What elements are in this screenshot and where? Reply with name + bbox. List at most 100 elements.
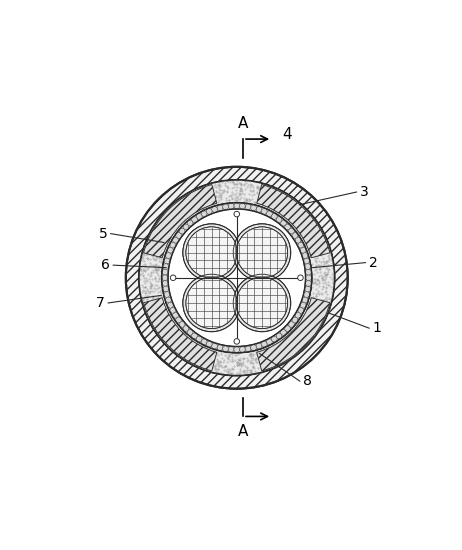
Circle shape <box>240 346 245 352</box>
Circle shape <box>245 346 251 351</box>
Circle shape <box>289 228 294 234</box>
Circle shape <box>295 312 301 318</box>
Circle shape <box>212 343 218 349</box>
Circle shape <box>304 258 310 264</box>
Circle shape <box>168 248 173 253</box>
Text: 6: 6 <box>101 258 110 272</box>
Text: 4: 4 <box>282 126 292 141</box>
Circle shape <box>207 208 212 214</box>
Circle shape <box>217 205 223 211</box>
Circle shape <box>305 270 311 275</box>
Wedge shape <box>257 185 330 258</box>
Circle shape <box>280 329 286 336</box>
Circle shape <box>187 329 193 336</box>
Circle shape <box>302 297 308 303</box>
Circle shape <box>298 307 304 313</box>
Circle shape <box>267 211 272 217</box>
Circle shape <box>187 220 193 226</box>
Circle shape <box>272 213 277 219</box>
Circle shape <box>170 243 176 248</box>
Circle shape <box>212 207 218 212</box>
Circle shape <box>261 342 267 347</box>
Circle shape <box>228 204 234 209</box>
Circle shape <box>179 322 185 327</box>
Circle shape <box>272 336 277 342</box>
Circle shape <box>276 217 282 222</box>
Circle shape <box>256 207 262 212</box>
Circle shape <box>305 263 310 270</box>
Circle shape <box>234 203 240 208</box>
Circle shape <box>163 263 169 270</box>
Circle shape <box>298 275 303 280</box>
Circle shape <box>170 275 176 280</box>
Circle shape <box>240 204 245 209</box>
Text: 3: 3 <box>360 185 369 199</box>
Circle shape <box>280 220 286 226</box>
Circle shape <box>251 205 256 211</box>
Circle shape <box>165 252 171 258</box>
Wedge shape <box>257 298 330 371</box>
Text: 1: 1 <box>372 321 381 335</box>
Circle shape <box>292 317 298 323</box>
Text: 8: 8 <box>303 374 312 388</box>
Circle shape <box>223 204 228 210</box>
Circle shape <box>186 277 237 328</box>
Circle shape <box>251 345 256 350</box>
Circle shape <box>300 248 306 253</box>
Circle shape <box>201 211 207 217</box>
Circle shape <box>196 336 202 342</box>
Circle shape <box>228 346 234 352</box>
Circle shape <box>168 302 173 308</box>
Circle shape <box>217 345 223 350</box>
Circle shape <box>292 233 298 238</box>
Circle shape <box>176 317 182 323</box>
Circle shape <box>201 339 207 345</box>
Circle shape <box>234 211 240 217</box>
Circle shape <box>163 286 169 292</box>
Circle shape <box>183 326 189 332</box>
Wedge shape <box>144 185 217 258</box>
Text: A: A <box>238 424 248 439</box>
Circle shape <box>176 233 182 238</box>
Circle shape <box>162 275 168 280</box>
Circle shape <box>237 277 287 328</box>
Circle shape <box>223 346 228 351</box>
Circle shape <box>192 333 197 339</box>
Circle shape <box>305 280 311 286</box>
Text: A: A <box>238 117 248 131</box>
Circle shape <box>285 326 291 332</box>
Circle shape <box>183 224 189 230</box>
Circle shape <box>165 297 171 303</box>
Circle shape <box>302 252 308 258</box>
Text: 2: 2 <box>369 256 377 270</box>
Circle shape <box>267 339 272 345</box>
Text: 5: 5 <box>99 227 108 240</box>
Circle shape <box>179 228 185 234</box>
Circle shape <box>186 227 237 278</box>
Circle shape <box>285 224 291 230</box>
Circle shape <box>164 292 170 298</box>
Circle shape <box>289 322 294 327</box>
Circle shape <box>234 339 240 344</box>
Circle shape <box>295 238 301 243</box>
Circle shape <box>162 280 168 286</box>
Circle shape <box>306 275 311 280</box>
Circle shape <box>170 307 176 313</box>
Circle shape <box>196 213 202 219</box>
Text: 7: 7 <box>96 296 105 310</box>
Circle shape <box>261 208 267 214</box>
Circle shape <box>245 204 251 210</box>
Circle shape <box>162 270 168 275</box>
Circle shape <box>298 243 304 248</box>
Circle shape <box>173 312 178 318</box>
Circle shape <box>164 258 170 264</box>
Circle shape <box>256 343 262 349</box>
Wedge shape <box>144 298 217 371</box>
Circle shape <box>300 302 306 308</box>
Circle shape <box>304 292 310 298</box>
Circle shape <box>173 238 178 243</box>
Circle shape <box>276 333 282 339</box>
Circle shape <box>234 347 240 353</box>
Circle shape <box>237 227 287 278</box>
Circle shape <box>207 342 212 347</box>
